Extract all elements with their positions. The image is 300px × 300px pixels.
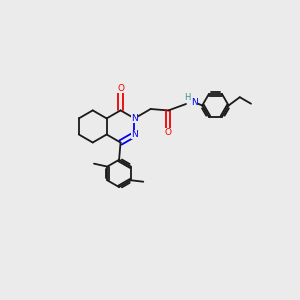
Text: N: N bbox=[191, 98, 198, 107]
Text: N: N bbox=[131, 130, 138, 139]
Text: O: O bbox=[117, 84, 124, 93]
Text: H: H bbox=[184, 93, 191, 102]
Text: N: N bbox=[131, 114, 138, 123]
Text: O: O bbox=[165, 128, 172, 137]
